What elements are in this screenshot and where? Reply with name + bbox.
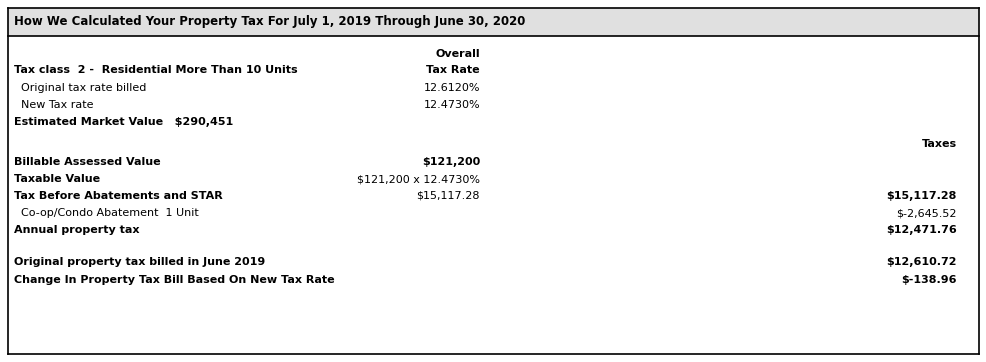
Text: Taxable Value: Taxable Value — [14, 174, 100, 184]
Text: 12.6120%: 12.6120% — [423, 83, 479, 93]
Text: Billable Assessed Value: Billable Assessed Value — [14, 157, 161, 167]
Text: Co-op/Condo Abatement  1 Unit: Co-op/Condo Abatement 1 Unit — [14, 208, 198, 218]
Text: Taxes: Taxes — [921, 139, 956, 149]
Text: How We Calculated Your Property Tax For July 1, 2019 Through June 30, 2020: How We Calculated Your Property Tax For … — [14, 16, 525, 29]
Text: $121,200: $121,200 — [421, 157, 479, 167]
Text: $12,471.76: $12,471.76 — [885, 225, 956, 235]
Text: Annual property tax: Annual property tax — [14, 225, 139, 235]
Text: Overall: Overall — [435, 49, 479, 59]
Text: $15,117.28: $15,117.28 — [885, 191, 956, 201]
Text: New Tax rate: New Tax rate — [14, 100, 94, 110]
Text: Change In Property Tax Bill Based On New Tax Rate: Change In Property Tax Bill Based On New… — [14, 275, 334, 285]
Bar — [8, 8, 978, 36]
Text: Original property tax billed in June 2019: Original property tax billed in June 201… — [14, 257, 265, 267]
Text: 12.4730%: 12.4730% — [423, 100, 479, 110]
Text: $-2,645.52: $-2,645.52 — [895, 208, 956, 218]
Text: Estimated Market Value   $290,451: Estimated Market Value $290,451 — [14, 117, 233, 127]
Text: $121,200 x 12.4730%: $121,200 x 12.4730% — [357, 174, 479, 184]
Text: $15,117.28: $15,117.28 — [416, 191, 479, 201]
Text: Tax Rate: Tax Rate — [426, 65, 479, 75]
Text: $-138.96: $-138.96 — [900, 275, 956, 285]
Text: Tax Before Abatements and STAR: Tax Before Abatements and STAR — [14, 191, 223, 201]
Text: Original tax rate billed: Original tax rate billed — [14, 83, 146, 93]
Text: Tax class  2 -  Residential More Than 10 Units: Tax class 2 - Residential More Than 10 U… — [14, 65, 298, 75]
Text: $12,610.72: $12,610.72 — [885, 257, 956, 267]
